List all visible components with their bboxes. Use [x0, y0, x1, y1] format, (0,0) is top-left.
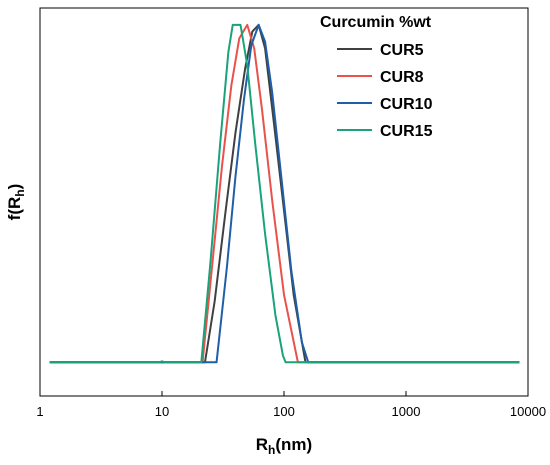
x-tick-label: 1	[36, 404, 43, 419]
x-axis-title: Rh(nm)	[256, 435, 312, 457]
legend-title: Curcumin %wt	[320, 14, 432, 31]
x-axis-title-subscript: h	[268, 443, 275, 457]
series-line-cur10	[49, 23, 520, 364]
x-tick-label: 10	[155, 404, 169, 419]
y-axis-title-close: )	[5, 184, 24, 190]
legend-label-cur10: CUR10	[380, 96, 433, 113]
x-axis-ticks: 1 10 100 1000 10000	[36, 391, 546, 419]
legend-label-cur15: CUR15	[380, 123, 433, 140]
x-axis-title-unit: (nm)	[275, 435, 312, 454]
x-tick-label: 10000	[510, 404, 546, 419]
legend-label-cur5: CUR5	[380, 42, 424, 59]
series-line-cur8	[49, 23, 520, 364]
series-line-cur15	[49, 23, 520, 364]
legend: Curcumin %wt CUR5 CUR8 CUR10 CUR15	[320, 14, 433, 140]
legend-label-cur8: CUR8	[380, 69, 424, 86]
x-axis-title-main: R	[256, 435, 268, 454]
legend-entries: CUR5 CUR8 CUR10 CUR15	[337, 42, 433, 140]
x-tick-label: 1000	[392, 404, 421, 419]
x-tick-label: 100	[273, 404, 295, 419]
y-axis-title-main: f(R	[5, 197, 24, 221]
y-axis-title: f(Rh)	[5, 184, 27, 221]
y-axis-title-subscript: h	[13, 189, 27, 196]
series-layer	[49, 23, 520, 364]
